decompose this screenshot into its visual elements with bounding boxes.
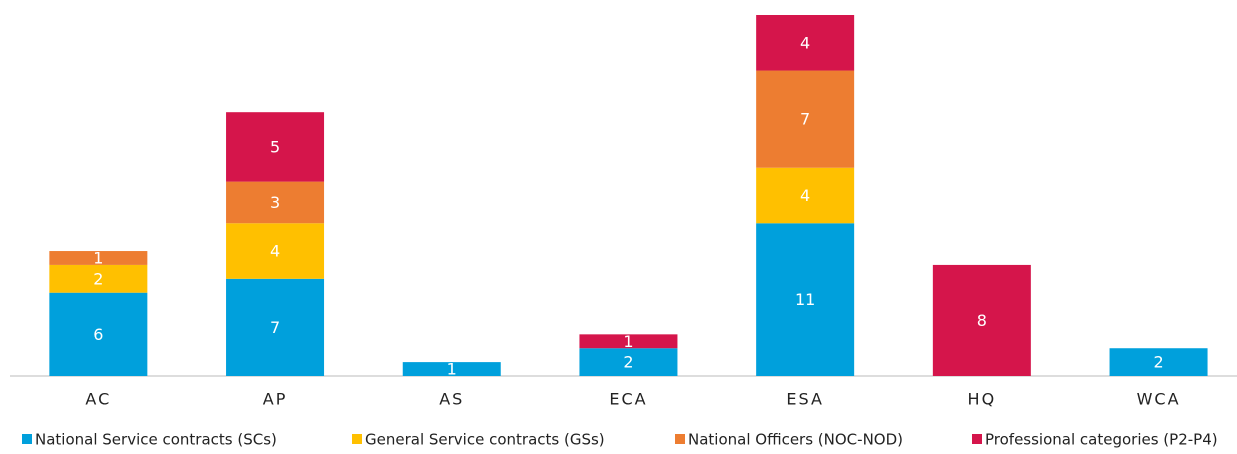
bar-segment <box>756 167 855 224</box>
legend-swatch <box>972 434 982 444</box>
data-label: 1 <box>623 332 633 351</box>
bar-segment <box>49 292 148 376</box>
legend-swatch <box>352 434 362 444</box>
x-tick-label: WCA <box>1137 390 1181 409</box>
bar-segment <box>402 362 501 376</box>
data-label: 2 <box>93 269 103 288</box>
legend-label: General Service contracts (GSs) <box>365 431 605 449</box>
data-label: 1 <box>93 248 103 267</box>
data-label: 4 <box>270 242 280 261</box>
x-tick-label: ECA <box>609 390 647 409</box>
bar-segment <box>1109 348 1208 376</box>
data-label: 2 <box>1153 353 1163 372</box>
bar-segment <box>579 334 678 349</box>
bar-segment <box>49 264 148 293</box>
x-tick-label: ESA <box>786 390 824 409</box>
x-tick-label: HQ <box>968 390 997 409</box>
bar-segment <box>49 251 148 265</box>
data-label: 1 <box>447 360 457 379</box>
legend-label: Professional categories (P2-P4) <box>985 431 1218 449</box>
data-label: 5 <box>270 137 280 156</box>
x-tick-label: AC <box>85 390 111 409</box>
bar-segment <box>756 223 855 376</box>
bar-segment <box>226 278 325 376</box>
data-label: 8 <box>977 311 987 330</box>
data-label: 6 <box>93 325 103 344</box>
legend-swatch <box>675 434 685 444</box>
data-label: 7 <box>270 318 280 337</box>
bar-segment <box>756 15 855 71</box>
data-label: 4 <box>800 186 810 205</box>
bar-segment <box>226 223 325 279</box>
x-tick-label: AP <box>263 390 288 409</box>
legend-swatch <box>22 434 32 444</box>
bar-segment <box>226 112 325 182</box>
bar-segment <box>226 181 325 224</box>
data-label: 11 <box>795 290 815 309</box>
bar-segment <box>756 70 855 168</box>
data-label: 3 <box>270 193 280 212</box>
legend-label: National Service contracts (SCs) <box>35 431 277 449</box>
data-label: 4 <box>800 33 810 52</box>
bar-segment <box>932 264 1031 376</box>
data-label: 2 <box>623 353 633 372</box>
legend-label: National Officers (NOC-NOD) <box>688 431 903 449</box>
x-tick-label: AS <box>439 390 464 409</box>
data-label: 7 <box>800 110 810 129</box>
bar-segment <box>579 348 678 376</box>
